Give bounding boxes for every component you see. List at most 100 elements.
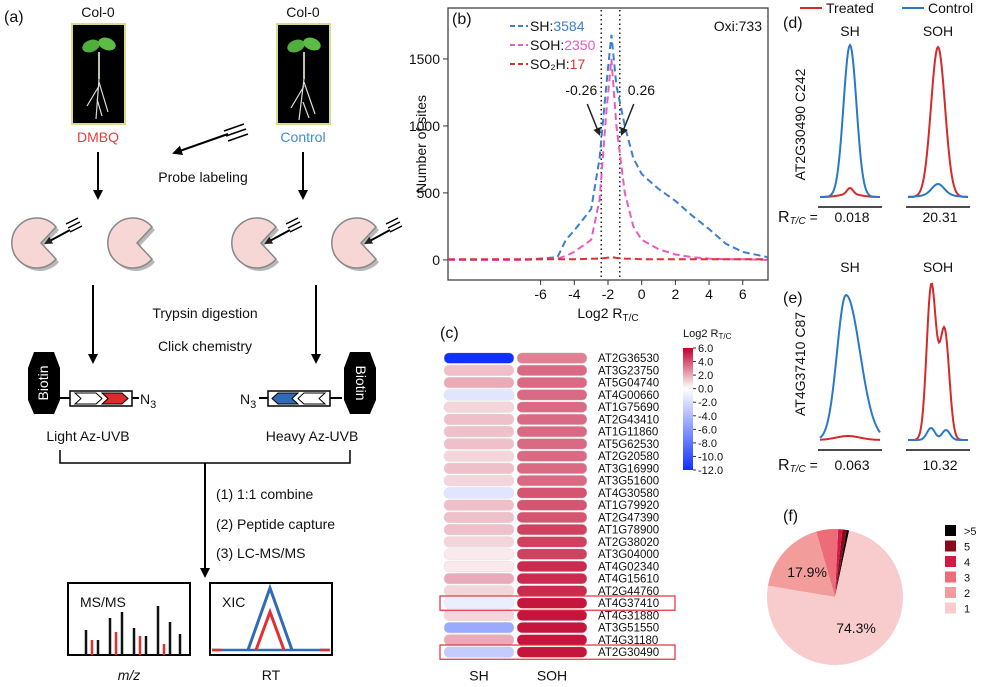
strain-label: Col-0 (286, 4, 320, 20)
heatmap-cell (443, 499, 515, 511)
legend-entry: SH:3584 (530, 18, 585, 34)
x-tick-label: 2 (671, 286, 679, 302)
xic-xlabel: RT (262, 667, 281, 683)
legend-separator: : (549, 18, 553, 34)
colorbar-tick-label: 0.0 (698, 384, 713, 396)
ratio-value: 0.063 (834, 457, 869, 473)
colorbar-title-main: Log2 R (683, 328, 719, 340)
colorbar-tick-label: -12.0 (698, 465, 723, 477)
threshold-arrow (586, 103, 601, 136)
heatmap-cell (516, 585, 588, 597)
heatmap-cell (516, 499, 588, 511)
row-label: AT1G11860 (598, 427, 658, 439)
probe-tail (65, 217, 83, 233)
leaf (82, 39, 100, 53)
heatmap-cell (516, 573, 588, 585)
x-tick-label: 6 (739, 286, 747, 302)
x-tick-label: -6 (534, 286, 547, 302)
x-tick-label: 0 (638, 286, 646, 302)
ratio-eq: = (810, 209, 818, 225)
row-label: AT2G30490 (598, 647, 659, 659)
spectrum-peaks (90, 632, 166, 655)
legend-name: SO₂H (530, 56, 566, 72)
protein (107, 217, 154, 269)
probe-tail (285, 217, 303, 233)
y-tick-label: 0 (432, 252, 440, 268)
heatmap-cell (516, 413, 588, 425)
row-label: AT3G51600 (598, 476, 659, 488)
threshold-label: 0.26 (628, 82, 655, 98)
ratio-label: RT/C = (778, 457, 818, 475)
column-label: SH (840, 23, 859, 39)
biotin-tag (344, 352, 376, 414)
protein-label: AT2G30490 C242 (792, 68, 808, 180)
heatmap-cell (443, 450, 515, 462)
step-label: Trypsin digestion (152, 305, 257, 321)
row-label: AT4G31180 (598, 635, 658, 647)
bracket (59, 450, 351, 464)
heatmap-cell (443, 438, 515, 450)
heatmap-cell (516, 487, 588, 499)
chevron (271, 392, 300, 405)
workflow-step: (3) LC-MS/MS (216, 545, 305, 561)
row-label: AT3G51550 (598, 623, 659, 635)
colorbar-tick-label: 2.0 (698, 370, 713, 382)
panel-label: (f) (783, 508, 798, 525)
protein-label: AT4G37410 C87 (792, 312, 808, 416)
legend-swatch (945, 602, 956, 614)
probe-arrow (172, 133, 229, 156)
y-tick-label: 1000 (409, 118, 440, 134)
azide-sub: 3 (250, 399, 256, 411)
xic-trace (908, 282, 968, 441)
legend-separator: : (560, 37, 564, 53)
protein (331, 217, 378, 269)
probe-tail (223, 123, 249, 142)
biotin-label: Biotin (353, 365, 369, 400)
ratio-sub: T/C (790, 464, 807, 475)
heatmap-cell (443, 487, 515, 499)
y-axis-label: Number of sites (413, 95, 429, 193)
x-axis-label: Log2 RT/C (577, 305, 638, 324)
xic-peak (246, 583, 294, 651)
column-label: SOH (923, 23, 953, 39)
series-line (448, 256, 768, 261)
xic-trace (820, 42, 880, 198)
colorbar-tick-label: 4.0 (698, 357, 713, 369)
row-label: AT5G62530 (598, 439, 659, 451)
ms-title: MS/MS (80, 594, 126, 610)
row-label: AT3G16990 (598, 463, 659, 475)
ratio-eq: = (810, 457, 818, 473)
pie-slice (767, 530, 903, 665)
protein (11, 217, 58, 269)
probe-tail (385, 217, 403, 233)
heatmap-cell (516, 634, 588, 646)
ratio-value: 20.31 (922, 209, 957, 225)
row-label: AT4G00660 (598, 390, 659, 402)
legend-count: 3584 (553, 18, 584, 34)
colorbar-title: Log2 RT/C (683, 328, 732, 341)
row-label: AT4G31880 (598, 610, 659, 622)
threshold-label: -0.26 (565, 82, 597, 98)
light-probe: Biotin N3 (28, 352, 156, 414)
chevron (297, 392, 327, 405)
treatment-label: Control (280, 129, 325, 145)
azide-label: N3 (240, 391, 256, 411)
pie-slice (835, 530, 850, 597)
heatmap-cell (516, 401, 588, 413)
biotin-tag (28, 352, 60, 414)
heatmap-cell (516, 511, 588, 523)
heatmap-cell (443, 597, 515, 609)
row-label: AT4G30580 (598, 488, 659, 500)
ms-panel: MS/MS m/z (67, 582, 191, 683)
ratio-value: 0.018 (834, 209, 869, 225)
heatmap-cell (443, 573, 515, 585)
heatmap-cell (516, 475, 588, 487)
heatmap-cell (443, 426, 515, 438)
row-label: AT1G78900 (598, 525, 659, 537)
ratio-value: 10.32 (922, 457, 957, 473)
chevron (100, 392, 129, 405)
legend-entry: SOH:2350 (530, 37, 596, 53)
row-label: AT3G23750 (598, 365, 659, 377)
column-label: SH (469, 667, 488, 683)
